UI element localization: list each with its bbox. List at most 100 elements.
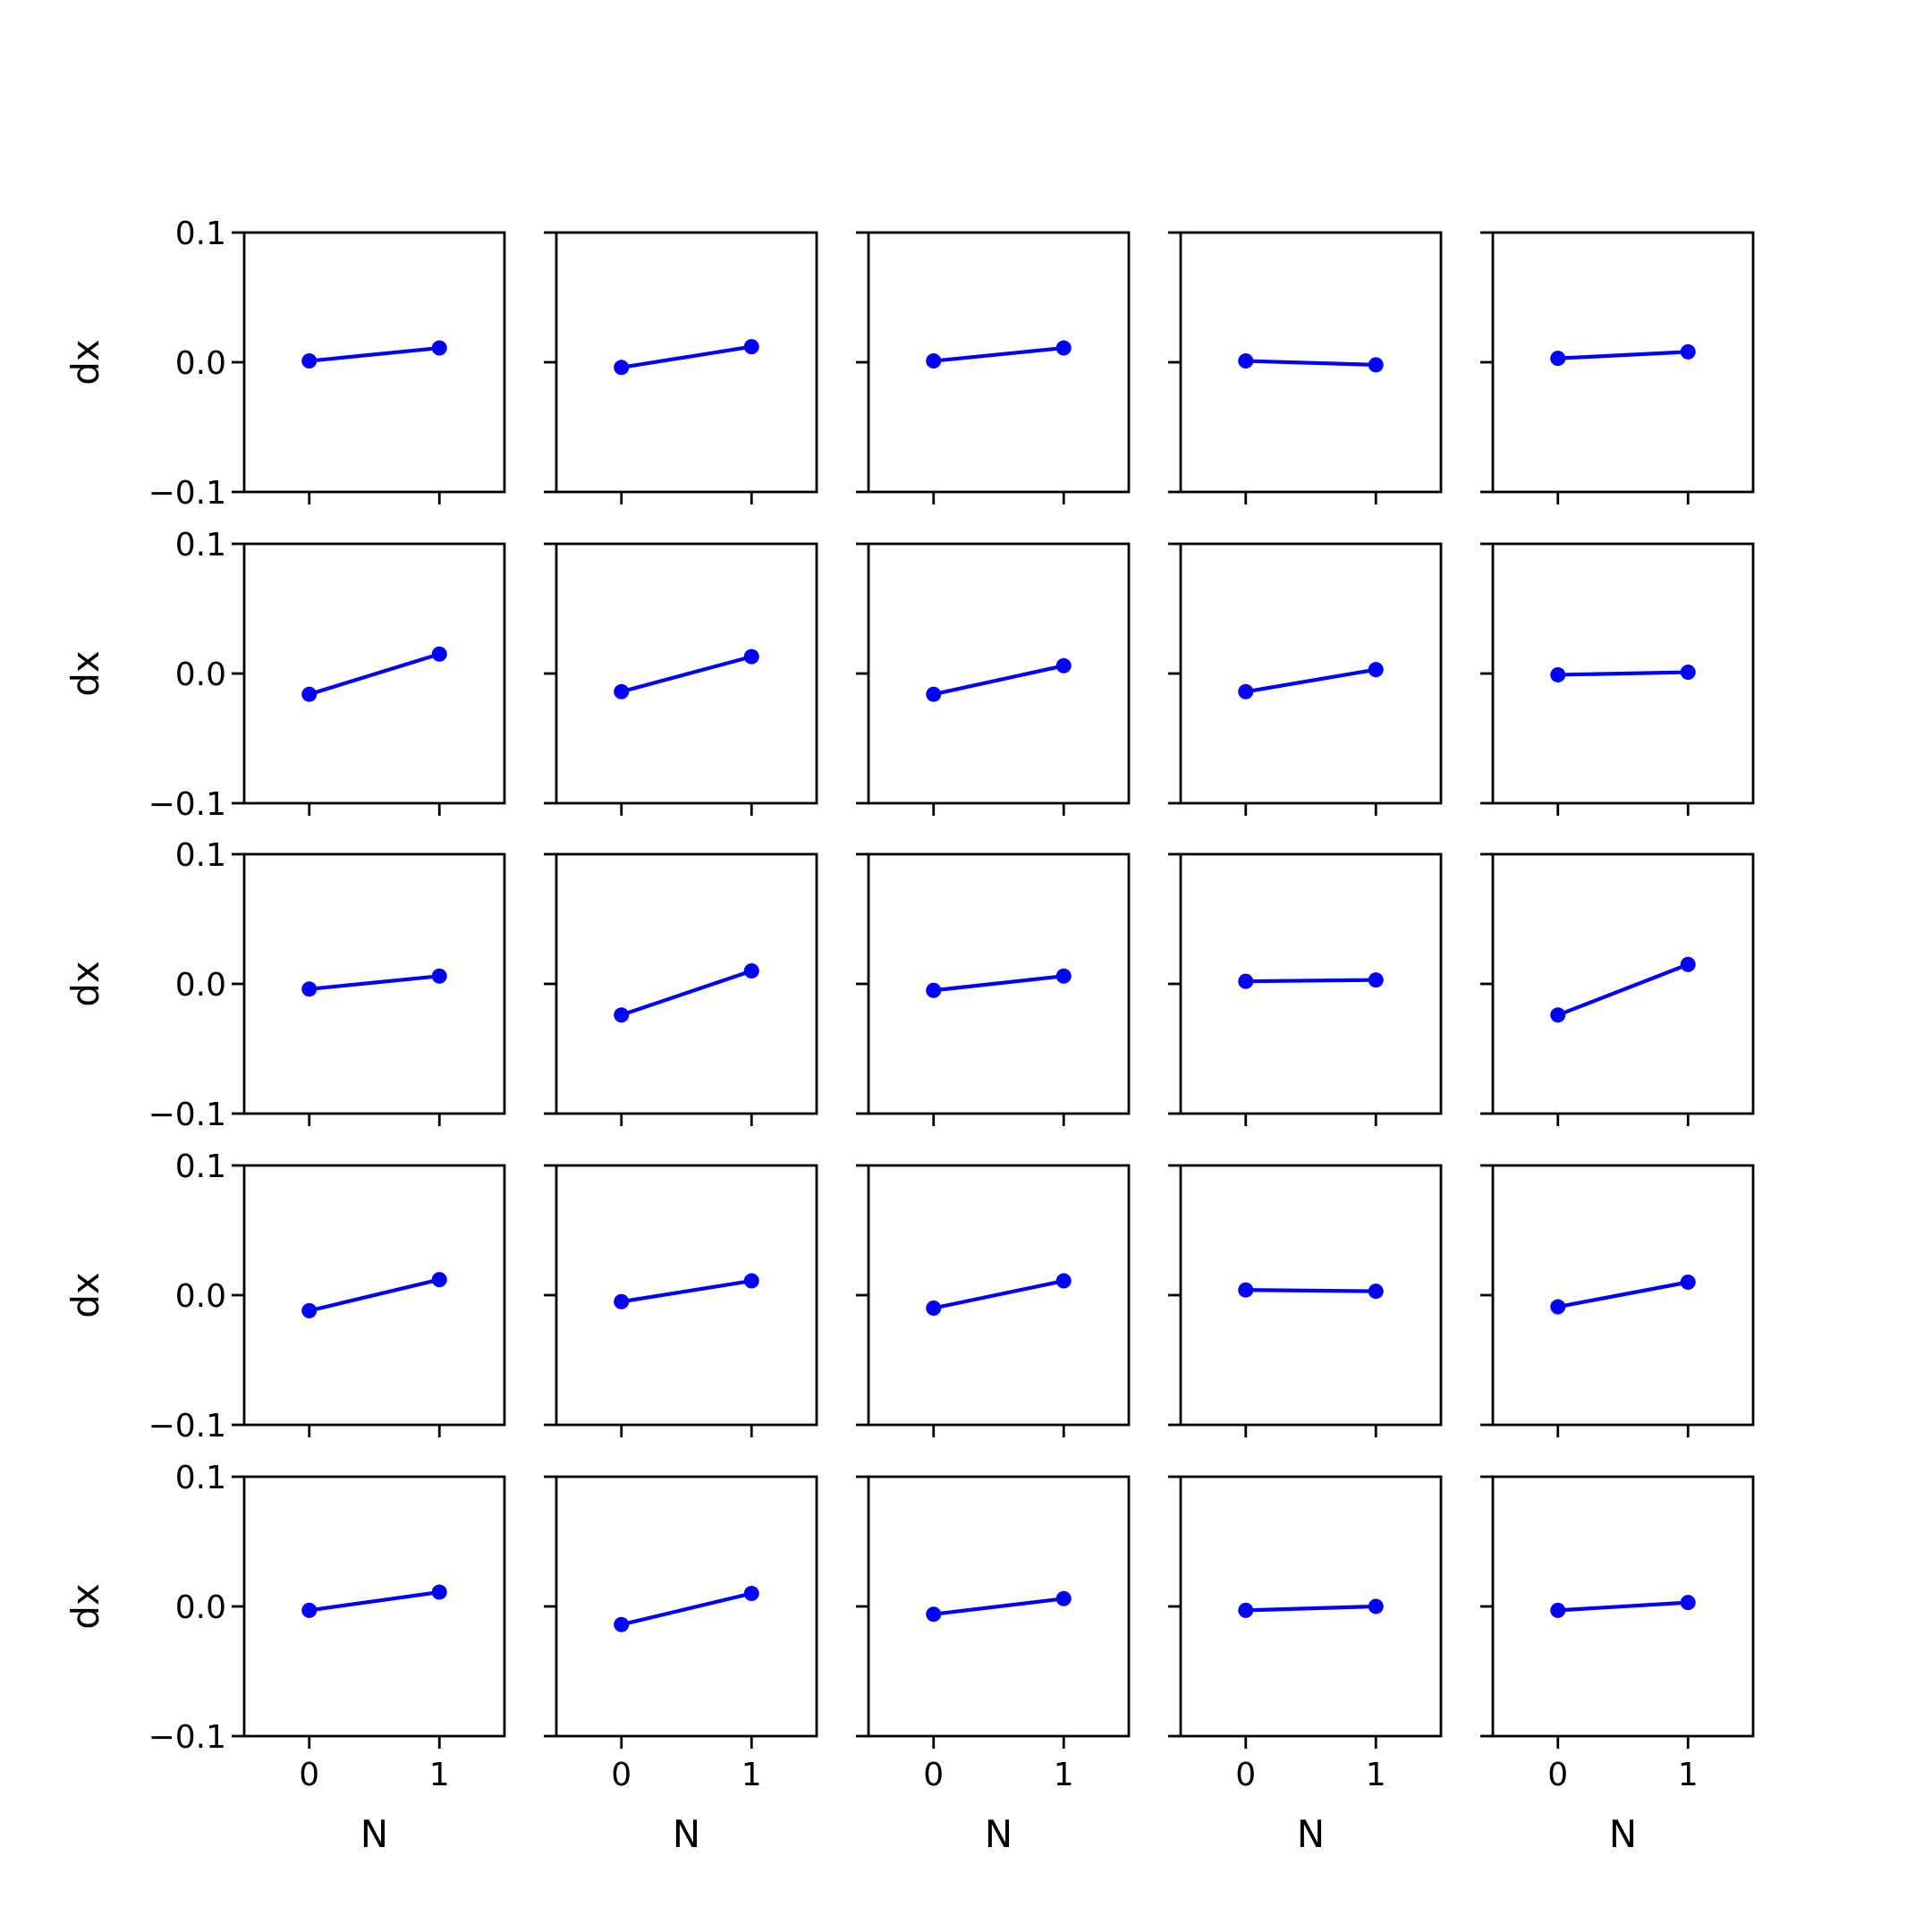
subplot-r4-c5 xyxy=(1480,1164,1755,1437)
x-axis-label: N xyxy=(1297,1812,1325,1856)
data-point xyxy=(1238,353,1254,369)
series-line xyxy=(1557,1600,1689,1613)
subplot-r1-c5 xyxy=(1480,231,1755,504)
data-point xyxy=(301,353,318,369)
series-line xyxy=(933,664,1064,697)
data-point xyxy=(1238,1602,1254,1618)
data-point xyxy=(1055,1273,1072,1289)
subplot-r2-c1: 0.1 0.0 −0.1 dx xyxy=(64,527,506,823)
y-tick-label: −0.1 xyxy=(148,1408,226,1445)
subplot-r1-c3 xyxy=(856,231,1131,504)
subplot-r5-c2: 0 1 N xyxy=(544,1475,818,1856)
data-point xyxy=(926,982,942,998)
axes-frame xyxy=(555,1164,818,1427)
data-point xyxy=(1550,351,1566,367)
data-point xyxy=(431,1584,447,1600)
series-line xyxy=(621,969,752,1017)
x-tick-label: 1 xyxy=(1678,1757,1699,1793)
subplot-r3-c5 xyxy=(1480,852,1755,1126)
subplot-r1-c1: 0.1 0.0 −0.1 dx xyxy=(64,216,506,512)
subplot-r1-c4 xyxy=(1168,231,1443,504)
data-point xyxy=(614,360,630,376)
subplot-r2-c2 xyxy=(544,542,818,816)
series-line xyxy=(621,344,752,369)
data-point xyxy=(743,339,759,355)
data-point xyxy=(743,1586,759,1601)
y-axis-label: dx xyxy=(64,339,107,386)
series-line xyxy=(1245,1604,1377,1613)
axes-frame xyxy=(555,852,818,1115)
data-point xyxy=(614,1616,630,1632)
y-axis-label: dx xyxy=(64,1272,107,1318)
axes-frame xyxy=(242,1475,506,1738)
data-point xyxy=(743,963,759,979)
y-tick-label: −0.1 xyxy=(148,786,226,823)
data-point xyxy=(431,1272,447,1288)
x-axis-label: N xyxy=(985,1812,1013,1856)
data-point xyxy=(1680,1275,1696,1290)
x-axis-label: N xyxy=(360,1812,388,1856)
y-axis-label: dx xyxy=(64,650,107,697)
data-point xyxy=(614,683,630,699)
data-point xyxy=(1680,1595,1696,1611)
subplot-r1-c2 xyxy=(544,231,818,504)
data-point xyxy=(1055,657,1072,674)
y-axis-label: dx xyxy=(64,1583,107,1630)
y-tick-label: 0.1 xyxy=(175,837,226,874)
data-point xyxy=(614,1293,630,1309)
subplot-r3-c3 xyxy=(856,852,1131,1126)
y-axis-label: dx xyxy=(64,961,107,1007)
x-tick-label: 0 xyxy=(923,1757,944,1793)
series-line xyxy=(1557,1280,1689,1309)
x-tick-label: 1 xyxy=(1366,1757,1386,1793)
data-point xyxy=(301,1302,318,1318)
axes-frame xyxy=(1491,231,1755,494)
y-tick-label: 0.1 xyxy=(175,216,226,252)
data-point xyxy=(1368,662,1384,678)
data-point xyxy=(431,646,447,662)
series-line xyxy=(933,1278,1064,1310)
data-point xyxy=(743,1273,759,1289)
data-point xyxy=(1680,343,1696,360)
data-point xyxy=(1238,973,1254,989)
data-point xyxy=(1550,1007,1566,1023)
data-point xyxy=(1368,972,1384,988)
series-line xyxy=(1557,350,1689,360)
y-tick-label: −0.1 xyxy=(148,1097,226,1133)
series-line xyxy=(309,345,440,363)
series-line xyxy=(621,1591,752,1627)
series-line xyxy=(309,1589,440,1613)
subplot-r2-c4 xyxy=(1168,542,1443,816)
axes-frame xyxy=(1179,1164,1443,1427)
x-tick-label: 0 xyxy=(1235,1757,1256,1793)
y-tick-label: 0.0 xyxy=(175,1278,226,1315)
data-point xyxy=(1368,1284,1384,1300)
axes-frame xyxy=(1179,542,1443,805)
series-line xyxy=(309,652,440,697)
y-tick-label: 0.0 xyxy=(175,345,226,382)
subplot-r4-c1: 0.1 0.0 −0.1 dx xyxy=(64,1148,506,1445)
data-point xyxy=(1550,1602,1566,1618)
data-point xyxy=(431,968,447,984)
series-line xyxy=(933,974,1064,993)
data-point xyxy=(1680,956,1696,972)
y-tick-label: −0.1 xyxy=(148,1719,226,1756)
series-line xyxy=(1557,670,1689,677)
y-tick-label: 0.1 xyxy=(175,1148,226,1185)
x-tick-label: 1 xyxy=(429,1757,450,1793)
axes-frame xyxy=(1491,852,1755,1115)
series-line xyxy=(1245,1288,1377,1293)
series-line xyxy=(621,1278,752,1304)
x-tick-label: 0 xyxy=(299,1757,319,1793)
data-point xyxy=(1238,1282,1254,1298)
x-axis-label: N xyxy=(673,1812,700,1856)
subplot-r3-c4 xyxy=(1168,852,1443,1126)
series-line xyxy=(933,345,1064,363)
data-point xyxy=(1550,666,1566,682)
y-tick-label: 0.1 xyxy=(175,527,226,564)
axes-frame xyxy=(555,231,818,494)
axes-frame xyxy=(555,1475,818,1738)
axes-frame xyxy=(867,231,1131,494)
series-line xyxy=(1245,359,1377,367)
data-point xyxy=(1055,1590,1072,1606)
